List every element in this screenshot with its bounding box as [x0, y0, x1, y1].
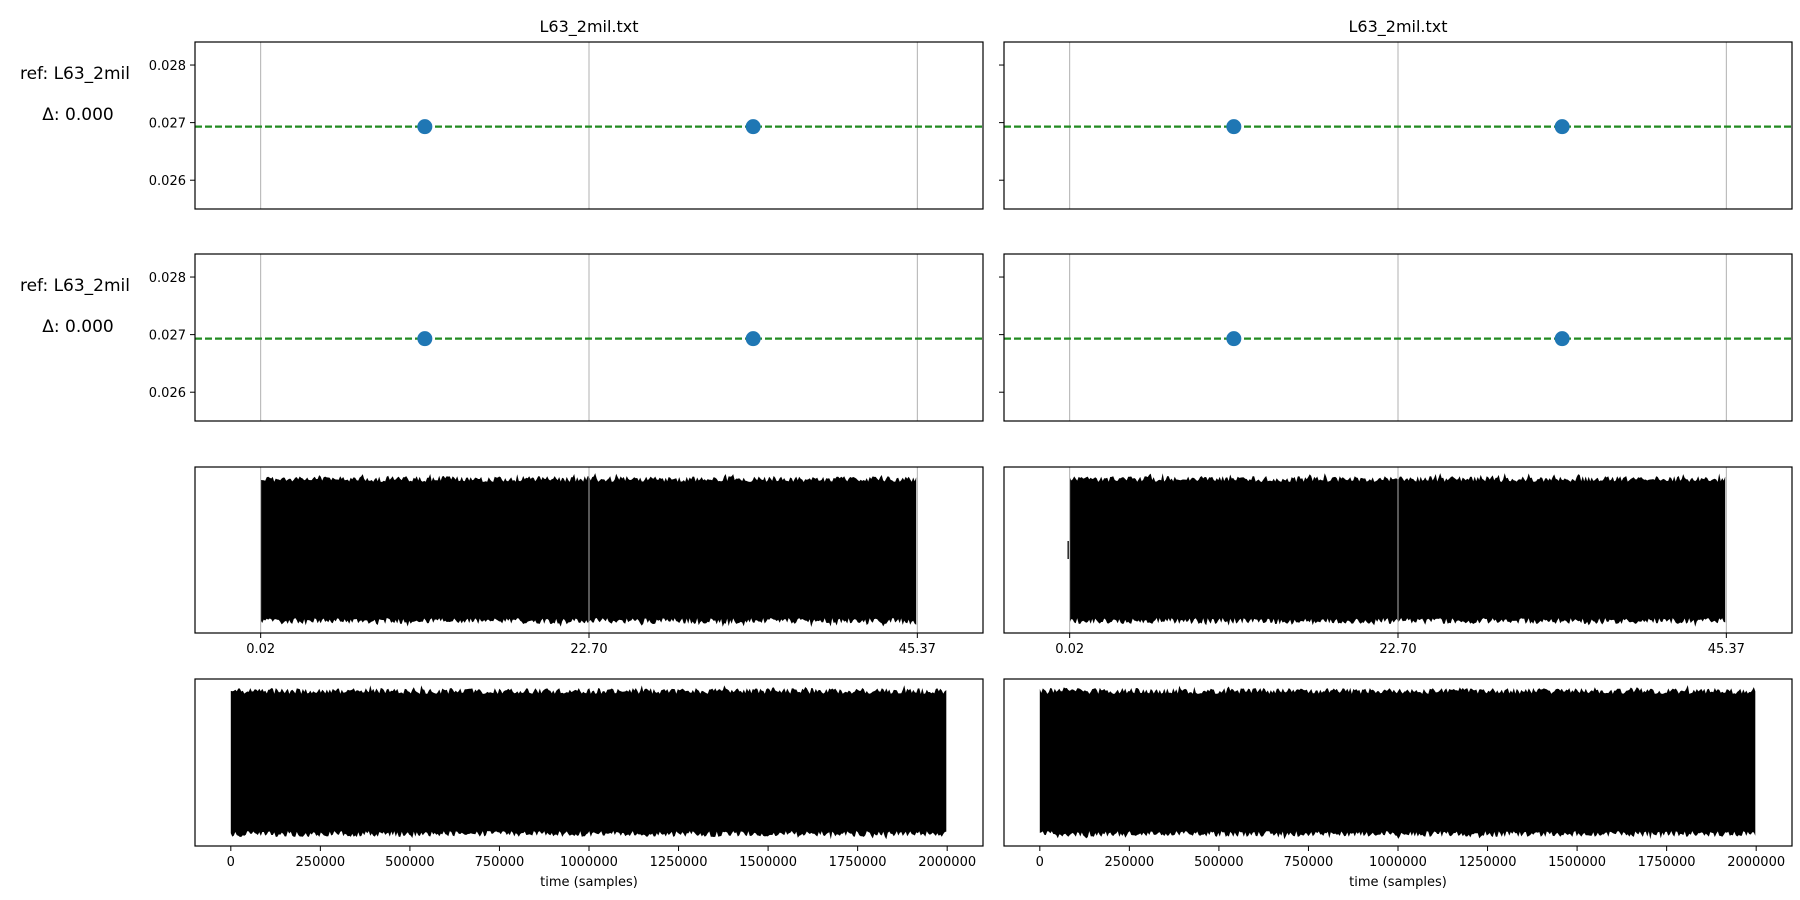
signal-trace — [1039, 685, 1756, 840]
signal-trace — [260, 473, 917, 627]
sample-panel-frame — [194, 678, 984, 847]
x-tick-label: 1750000 — [829, 855, 887, 870]
x-tick-label: 250000 — [296, 855, 346, 870]
signal-panel-frame — [1003, 466, 1793, 634]
x-tick-label: 1500000 — [1548, 855, 1606, 870]
x-tick-label: 1750000 — [1638, 855, 1696, 870]
x-tick-label: 2000000 — [1727, 855, 1785, 870]
data-point — [745, 331, 761, 347]
y-tick-label: 0.028 — [149, 59, 186, 74]
x-tick-label: 45.37 — [1708, 642, 1745, 657]
x-tick-label: 750000 — [475, 855, 525, 870]
x-axis-label: time (samples) — [540, 875, 638, 890]
panel-frames — [190, 41, 1793, 851]
signal-trace — [230, 685, 947, 840]
x-tick-label: 0 — [227, 855, 235, 870]
data-point — [1554, 331, 1570, 347]
plot-data — [195, 42, 1792, 840]
y-tick-label: 0.026 — [149, 386, 186, 401]
figure-labels: L63_2mil.txt 0.026 0.027 0.028 ref: L63_2mil… — [20, 17, 1785, 890]
x-tick-label: 2000000 — [918, 855, 976, 870]
y-tick-label: 0.028 — [149, 271, 186, 286]
period-panel-frame — [194, 41, 984, 210]
data-point — [745, 119, 761, 135]
data-point — [1226, 119, 1242, 135]
row-ref-label: ref: L63_2mil — [20, 64, 130, 84]
data-point — [417, 119, 433, 135]
x-axis-label: time (samples) — [1349, 875, 1447, 890]
signal-trace — [1069, 473, 1726, 627]
x-tick-label: 1250000 — [650, 855, 708, 870]
x-tick-label: 45.37 — [899, 642, 936, 657]
sample-panel-frame — [1003, 678, 1793, 847]
y-tick-label: 0.027 — [149, 329, 186, 344]
x-tick-label: 500000 — [1194, 855, 1244, 870]
period-panel-frame — [1003, 41, 1793, 210]
x-tick-label: 1250000 — [1459, 855, 1517, 870]
period-panel-frame — [1003, 253, 1793, 422]
x-tick-label: 22.70 — [570, 642, 607, 657]
period-panel-frame — [194, 253, 984, 422]
x-tick-label: 750000 — [1284, 855, 1334, 870]
row-ref-label: ref: L63_2mil — [20, 276, 130, 296]
row-delta-label: Δ: 0.000 — [42, 105, 113, 125]
column-title: L63_2mil.txt — [539, 17, 638, 37]
x-tick-label: 1000000 — [1369, 855, 1427, 870]
column-title: L63_2mil.txt — [1348, 17, 1447, 37]
row-delta-label: Δ: 0.000 — [42, 317, 113, 337]
x-tick-label: 1000000 — [560, 855, 618, 870]
x-tick-label: 0 — [1036, 855, 1044, 870]
x-tick-label: 250000 — [1105, 855, 1155, 870]
y-tick-label: 0.026 — [149, 174, 186, 189]
data-point — [417, 331, 433, 347]
x-tick-label: 1500000 — [739, 855, 797, 870]
y-tick-label: 0.027 — [149, 117, 186, 132]
data-point — [1226, 331, 1242, 347]
x-tick-label: 22.70 — [1379, 642, 1416, 657]
x-tick-label: 500000 — [385, 855, 435, 870]
x-tick-label: 0.02 — [1055, 642, 1084, 657]
data-point — [1554, 119, 1570, 135]
x-tick-label: 0.02 — [246, 642, 275, 657]
signal-panel-frame — [194, 466, 984, 634]
